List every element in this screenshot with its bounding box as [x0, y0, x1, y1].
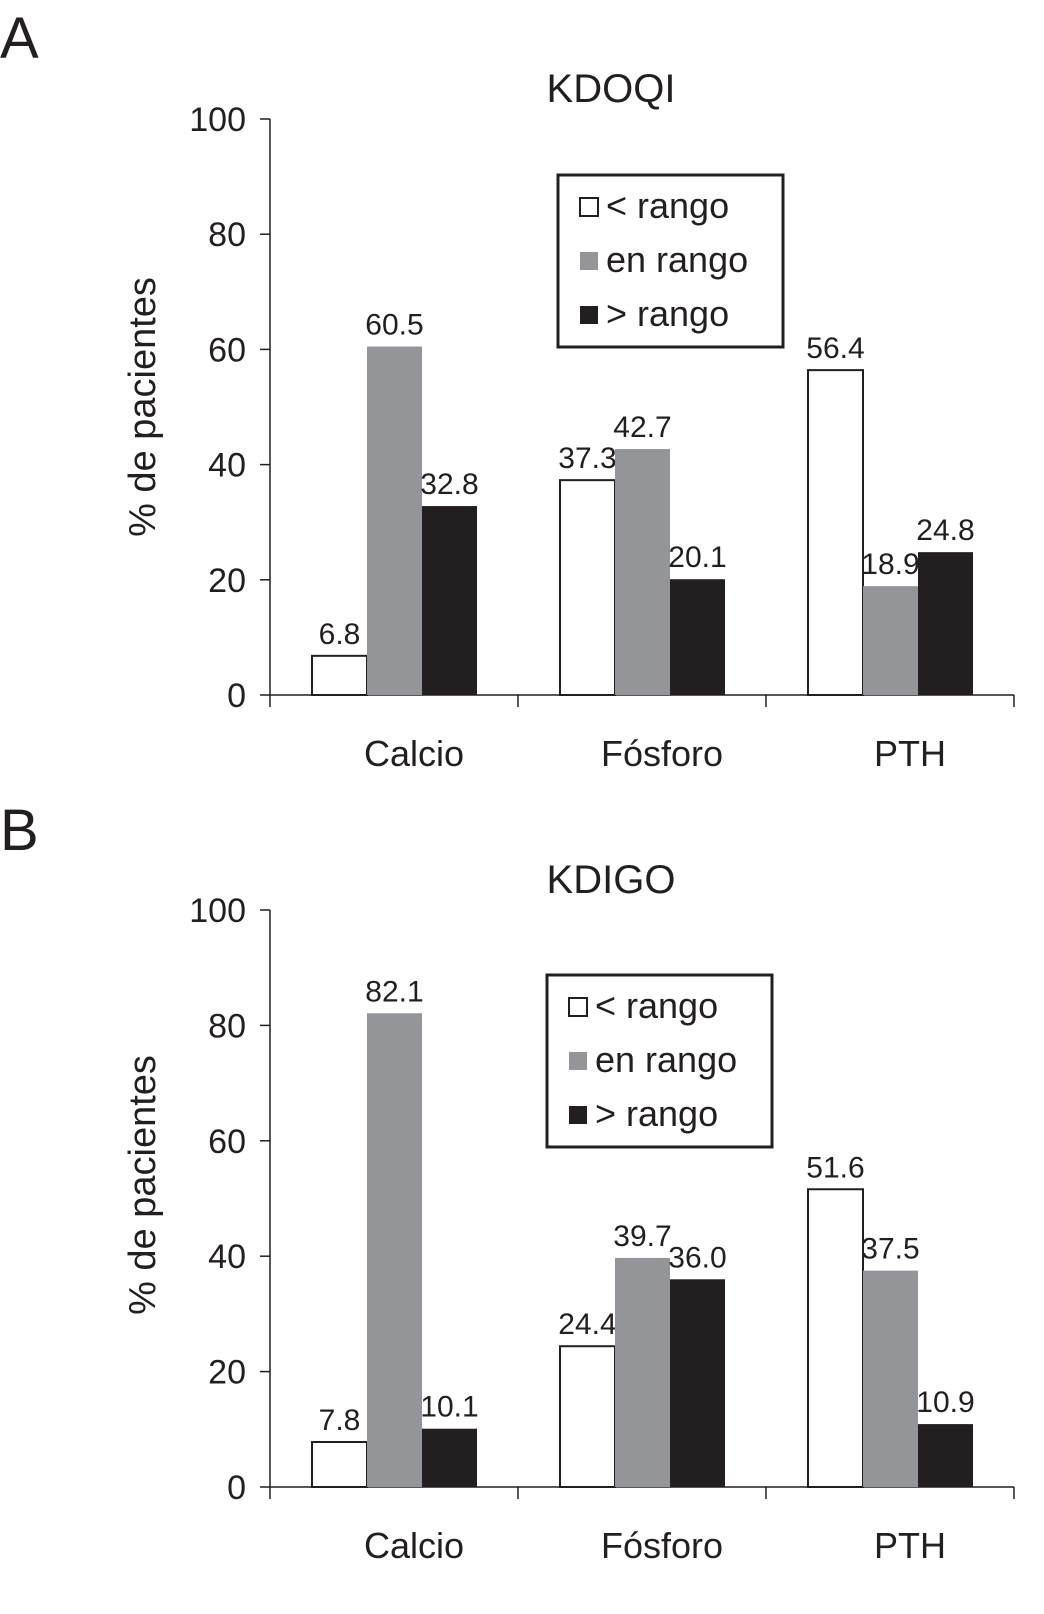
y-tick-label: 20	[208, 1354, 246, 1392]
panel-label: B	[0, 798, 39, 863]
y-tick-label: 80	[208, 216, 246, 254]
bar-fósforo-1	[615, 449, 670, 695]
bar-pth-2	[918, 552, 973, 695]
legend-swatch	[580, 252, 598, 270]
y-tick-label: 0	[227, 677, 246, 715]
data-label: 82.1	[365, 975, 423, 1008]
chart-panel-b: B KDIGO % de pacientes 0 20 40 60 80 100 Calcio 7.…	[0, 798, 1015, 1566]
data-label: 24.4	[558, 1308, 616, 1341]
bar-pth-1	[863, 1270, 918, 1487]
bar-pth-0	[807, 1188, 864, 1488]
y-tick-label: 100	[189, 892, 246, 930]
x-tick-label: Fósforo	[601, 1525, 723, 1566]
bar-fósforo-2	[670, 579, 725, 695]
data-label: 56.4	[806, 332, 864, 365]
legend-label: < rango	[606, 185, 729, 226]
data-label: 36.0	[668, 1241, 726, 1274]
data-label: 7.8	[319, 1404, 361, 1437]
legend-label: < rango	[595, 985, 718, 1026]
data-label: 10.9	[916, 1386, 974, 1419]
legend-swatch	[569, 1052, 587, 1070]
data-label: 24.8	[916, 514, 974, 547]
bar-calcio-2	[422, 506, 477, 695]
legend-label: > rango	[606, 293, 729, 334]
bar-calcio-1	[367, 346, 422, 695]
bar-calcio-2	[422, 1428, 477, 1487]
bar-fósforo-0	[559, 1345, 616, 1489]
bar-pth-1	[863, 586, 918, 695]
legend-label: en rango	[606, 239, 748, 280]
bar-fósforo-0	[559, 479, 616, 697]
legend-swatch	[569, 1106, 587, 1124]
x-tick-label: Calcio	[364, 733, 464, 774]
chart-panel-a: A KDOQI % de pacientes 0 20 40 60 80 100 Calcio 6.…	[0, 6, 1015, 774]
legend-swatch	[568, 997, 588, 1017]
y-axis-label: % de pacientes	[122, 1055, 164, 1315]
y-tick-label: 40	[208, 1238, 246, 1276]
chart-title: KDOQI	[547, 67, 676, 111]
bar-calcio-0	[311, 1440, 368, 1489]
y-tick-label: 80	[208, 1007, 246, 1045]
x-tick-label: PTH	[874, 733, 946, 774]
data-label: 20.1	[668, 541, 726, 574]
data-label: 51.6	[806, 1151, 864, 1184]
bar-fósforo-2	[670, 1279, 725, 1487]
y-axis-label: % de pacientes	[122, 277, 164, 537]
bar-calcio-1	[367, 1013, 422, 1487]
x-tick-label: Calcio	[364, 1525, 464, 1566]
data-label: 18.9	[861, 548, 919, 581]
data-label: 42.7	[613, 411, 671, 444]
legend-label: > rango	[595, 1093, 718, 1134]
data-label: 6.8	[319, 618, 361, 651]
data-label: 32.8	[420, 468, 478, 501]
data-label: 60.5	[365, 309, 423, 342]
chart-title: KDIGO	[547, 858, 676, 902]
legend: < rango en rango > rango	[545, 973, 774, 1149]
y-tick-label: 40	[208, 447, 246, 485]
data-label: 37.5	[861, 1233, 919, 1266]
legend-swatch	[580, 306, 598, 324]
legend: < rango en rango > rango	[556, 173, 785, 349]
x-tick-label: Fósforo	[601, 733, 723, 774]
data-label: 37.3	[558, 442, 616, 475]
y-tick-label: 0	[227, 1469, 246, 1507]
x-tick-label: PTH	[874, 1525, 946, 1566]
bar-fósforo-1	[615, 1257, 670, 1487]
legend-swatch	[579, 197, 599, 217]
data-label: 39.7	[613, 1220, 671, 1253]
bar-calcio-0	[311, 654, 368, 696]
y-tick-label: 60	[208, 331, 246, 369]
data-label: 10.1	[420, 1391, 478, 1424]
panel-label: A	[0, 6, 39, 71]
y-tick-label: 20	[208, 562, 246, 600]
bar-pth-2	[918, 1424, 973, 1487]
bar-pth-0	[807, 369, 864, 696]
legend-label: en rango	[595, 1039, 737, 1080]
y-tick-label: 60	[208, 1123, 246, 1161]
y-tick-label: 100	[189, 101, 246, 139]
